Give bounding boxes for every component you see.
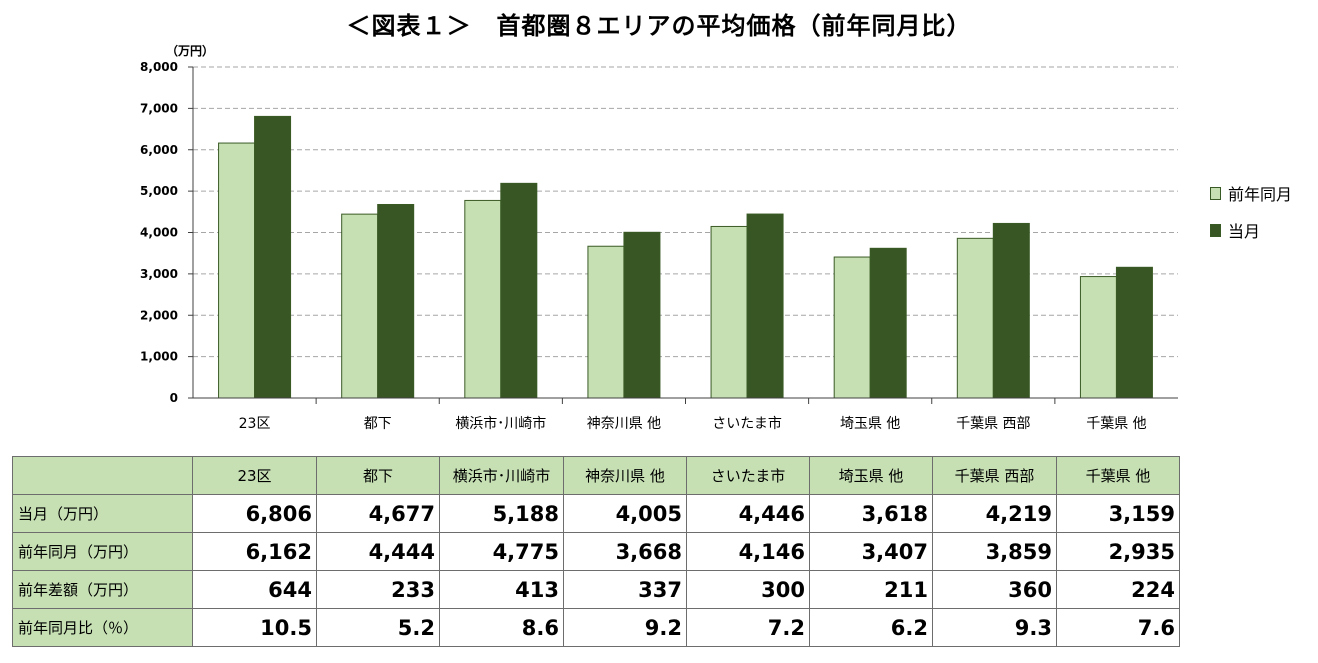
- table-row-label: 当月（万円）: [12, 494, 193, 533]
- table-cell: 4,446: [686, 494, 810, 533]
- bar-current: [377, 203, 415, 399]
- gridlines: [193, 66, 1178, 358]
- table-cell: 8.6: [439, 608, 564, 647]
- table-cell: 644: [192, 570, 317, 609]
- table-cell: 3,159: [1056, 494, 1180, 533]
- table-row-label: 前年差額（万円）: [12, 570, 193, 609]
- y-tick-label: 0: [170, 391, 178, 405]
- table-cell: 6,162: [192, 532, 317, 571]
- table-row-label: 前年同月比（％）: [12, 608, 193, 647]
- table-header-cell: 千葉県 他: [1056, 456, 1180, 495]
- x-tick-label: 埼玉県 他: [840, 416, 900, 432]
- legend-item-curr: 当月: [1210, 218, 1260, 242]
- bar-prev-year: [710, 225, 748, 399]
- legend-swatch-prev: [1210, 186, 1221, 200]
- x-tick-label: 都下: [364, 416, 392, 432]
- y-tick-label: 2,000: [140, 308, 178, 322]
- chart-title: ＜図表１＞ 首都圏８エリアの平均価格（前年同月比）: [346, 12, 972, 40]
- table-cell: 4,444: [316, 532, 440, 571]
- bar-prev-year: [1079, 276, 1117, 399]
- y-tick-label: 1,000: [140, 350, 178, 364]
- table-row: 当月（万円） 6,806 4,677 5,188 4,005 4,446 3,6…: [12, 494, 1180, 533]
- bar-prev-year: [341, 213, 379, 399]
- bar-current: [254, 115, 292, 399]
- table-cell: 211: [809, 570, 933, 609]
- bar-current: [869, 247, 907, 399]
- y-tick-label: 6,000: [140, 143, 178, 157]
- table-row-label: 前年同月（万円）: [12, 532, 193, 571]
- table-cell: 3,618: [809, 494, 933, 533]
- x-tick-label: 神奈川県 他: [587, 416, 661, 432]
- table-cell: 3,859: [932, 532, 1057, 571]
- table-cell: 7.2: [686, 608, 810, 647]
- table-row: 前年差額（万円） 644 233 413 337 300 211 360 224: [12, 570, 1180, 609]
- table-cell: 4,775: [439, 532, 564, 571]
- table-header-cell: 都下: [316, 456, 440, 495]
- y-axis-ticks: 0 1,000 2,000 3,000 4,000 5,000 6,000 7,000 8,00…: [140, 60, 178, 405]
- y-tick-label: 5,000: [140, 184, 178, 198]
- table-header-cell: 神奈川県 他: [563, 456, 687, 495]
- table-cell: 413: [439, 570, 564, 609]
- table-header-cell: 横浜市･川崎市: [439, 456, 564, 495]
- table-cell: 6.2: [809, 608, 933, 647]
- x-tick-label: 千葉県 他: [1086, 416, 1146, 432]
- table-header-corner: [12, 456, 193, 495]
- legend-item-prev: 前年同月: [1210, 181, 1292, 205]
- table-cell: 224: [1056, 570, 1180, 609]
- table-cell: 4,219: [932, 494, 1057, 533]
- table-cell: 4,677: [316, 494, 440, 533]
- table-cell: 5.2: [316, 608, 440, 647]
- table-cell: 5,188: [439, 494, 564, 533]
- bar-prev-year: [587, 245, 625, 399]
- table-header-cell: 埼玉県 他: [809, 456, 933, 495]
- table-cell: 10.5: [192, 608, 317, 647]
- y-tick-label: 8,000: [140, 60, 178, 74]
- table-cell: 337: [563, 570, 687, 609]
- y-tick-label: 4,000: [140, 226, 178, 240]
- data-table: 23区 都下 横浜市･川崎市 神奈川県 他 さいたま市 埼玉県 他 千葉県 西部…: [12, 456, 1180, 647]
- y-tick-label: 3,000: [140, 267, 178, 281]
- x-tick-label: 横浜市･川崎市: [455, 415, 546, 432]
- bar-current: [992, 222, 1030, 399]
- bar-prev-year: [218, 142, 256, 399]
- bar-chart: 0 1,000 2,000 3,000 4,000 5,000 6,000 7,000 8,00…: [140, 60, 1178, 432]
- bar-current: [500, 182, 538, 399]
- axes: [188, 66, 1178, 404]
- table-cell: 9.3: [932, 608, 1057, 647]
- table-header-row: 23区 都下 横浜市･川崎市 神奈川県 他 さいたま市 埼玉県 他 千葉県 西部…: [12, 456, 1180, 495]
- legend-label-prev: 前年同月: [1228, 185, 1293, 204]
- legend-label-curr: 当月: [1228, 222, 1261, 241]
- table-header-cell: さいたま市: [686, 456, 810, 495]
- bar-prev-year: [833, 256, 871, 399]
- x-tick-label: 23区: [239, 416, 271, 432]
- table-row: 前年同月（万円） 6,162 4,444 4,775 3,668 4,146 3…: [12, 532, 1180, 571]
- bar-prev-year: [464, 199, 502, 399]
- x-axis-labels: 23区 都下 横浜市･川崎市 神奈川県 他 さいたま市 埼玉県 他 千葉県 西部 千葉県 他: [239, 415, 1147, 432]
- bar-prev-year: [956, 237, 994, 399]
- bar-current: [746, 213, 784, 399]
- y-axis-unit-label: （万円）: [166, 44, 215, 58]
- table-cell: 7.6: [1056, 608, 1180, 647]
- table-cell: 4,146: [686, 532, 810, 571]
- table-cell: 300: [686, 570, 810, 609]
- table-cell: 9.2: [563, 608, 687, 647]
- table-cell: 3,407: [809, 532, 933, 571]
- table-header-cell: 千葉県 西部: [932, 456, 1057, 495]
- table-cell: 4,005: [563, 494, 687, 533]
- x-tick-label: 千葉県 西部: [956, 416, 1030, 432]
- y-tick-label: 7,000: [140, 101, 178, 115]
- table-cell: 233: [316, 570, 440, 609]
- bar-current: [1115, 266, 1153, 399]
- legend-swatch-curr: [1210, 223, 1221, 237]
- bar-current: [623, 231, 661, 399]
- bars: [218, 115, 1153, 399]
- table-cell: 6,806: [192, 494, 317, 533]
- table-cell: 360: [932, 570, 1057, 609]
- x-tick-label: さいたま市: [712, 415, 782, 432]
- table-cell: 2,935: [1056, 532, 1180, 571]
- table-header-cell: 23区: [192, 456, 317, 495]
- table-cell: 3,668: [563, 532, 687, 571]
- table-row: 前年同月比（％） 10.5 5.2 8.6 9.2 7.2 6.2 9.3 7.…: [12, 608, 1180, 647]
